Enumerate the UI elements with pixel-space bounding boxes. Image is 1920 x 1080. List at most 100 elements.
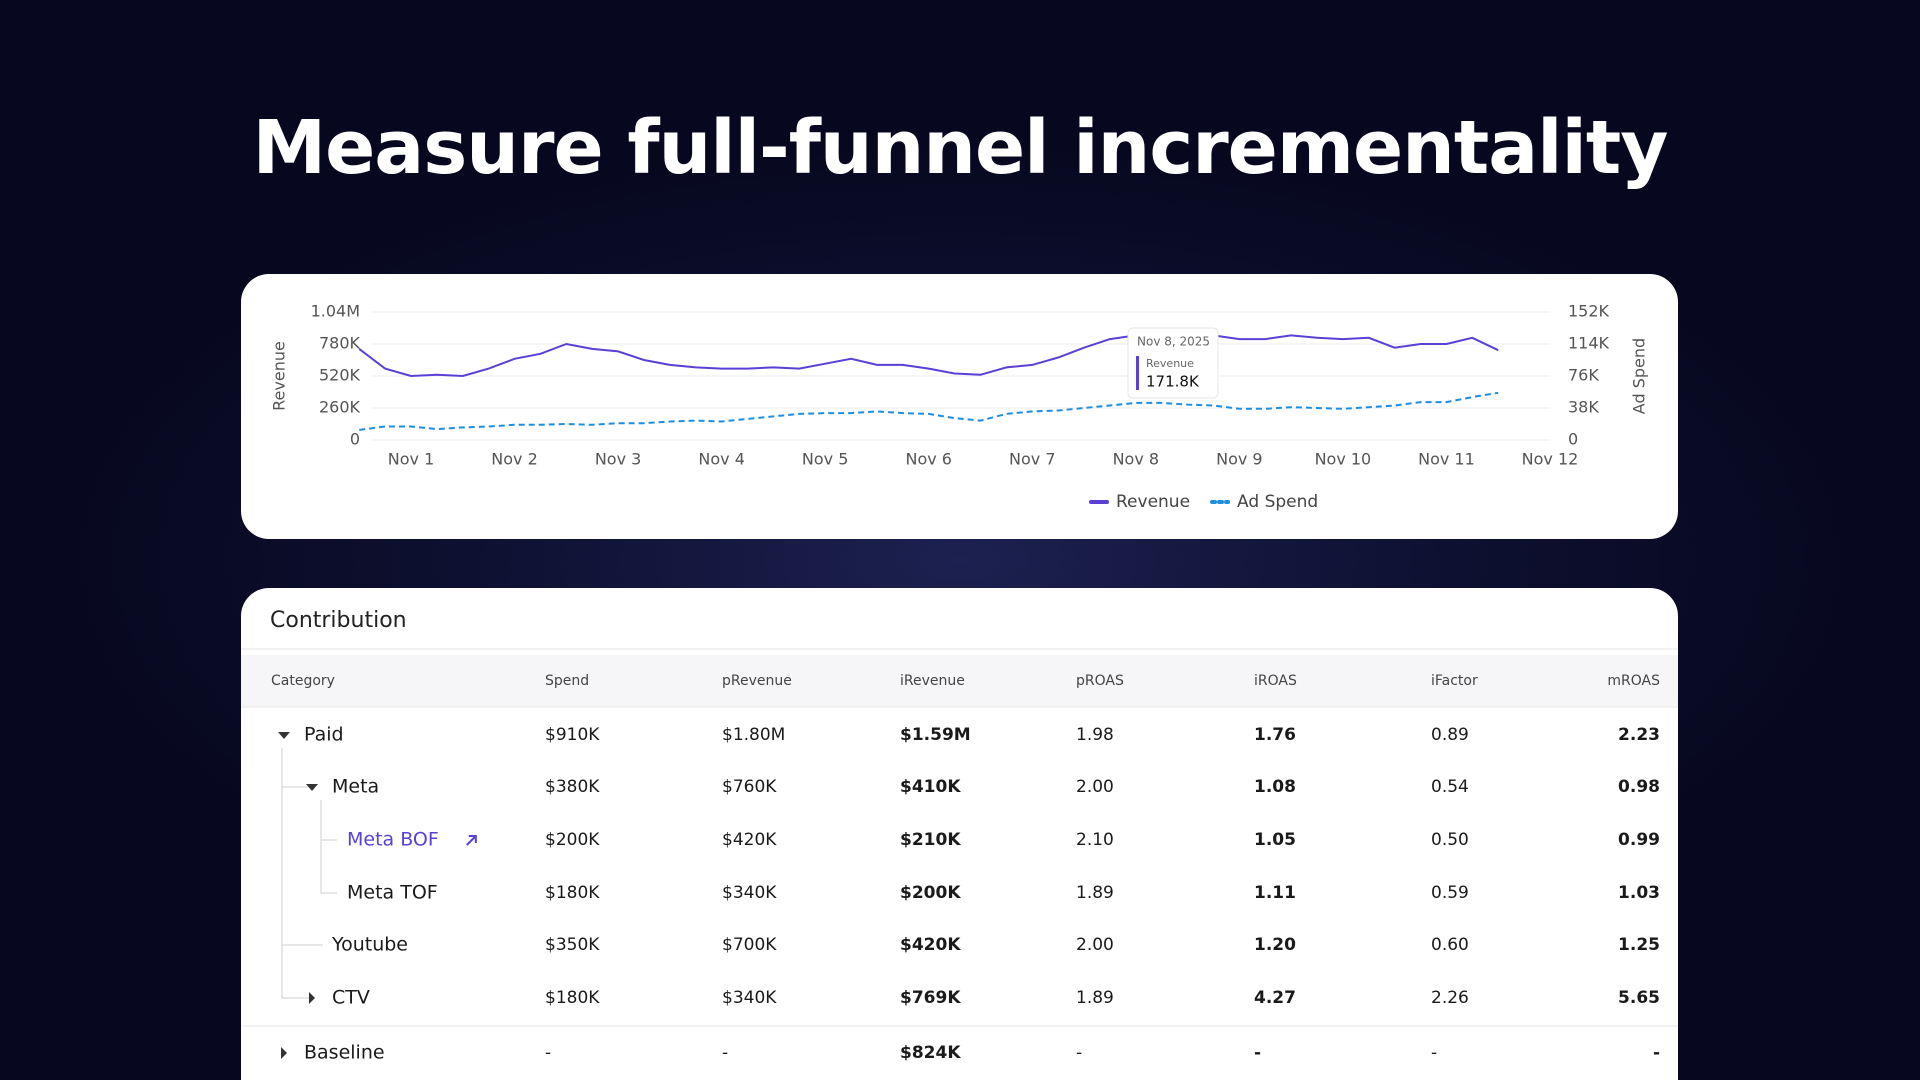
y2-axis-label: Ad Spend: [1630, 338, 1649, 414]
cell: 0.98: [1618, 777, 1660, 797]
cell: 0.54: [1431, 777, 1469, 797]
cell: 5.65: [1618, 988, 1660, 1008]
tooltip-title: Nov 8, 2025: [1137, 335, 1210, 349]
column-header: iRevenue: [900, 673, 965, 689]
cell: $200K: [545, 830, 600, 850]
column-header: Spend: [545, 673, 589, 689]
cell: 1.98: [1076, 725, 1114, 745]
cell: 4.27: [1254, 988, 1296, 1008]
table-card: Contribution Category Spend pRevenue iReven…: [241, 588, 1678, 1080]
row-label: Meta TOF: [347, 882, 438, 904]
y2-tick-label: 0: [1568, 430, 1578, 449]
x-tick-label: Nov 11: [1418, 450, 1475, 469]
expand-toggle[interactable]: [306, 784, 318, 791]
column-header: pRevenue: [722, 673, 792, 689]
expand-toggle[interactable]: [278, 732, 290, 739]
cell: 1.05: [1254, 830, 1296, 850]
chart-card: 0 260K 520K 780K 1.04M 0 38K 76K 114K 152K Revenue…: [241, 274, 1678, 539]
cell: 2.26: [1431, 988, 1469, 1008]
y2-tick-label: 114K: [1568, 334, 1610, 353]
cell: -: [1653, 1043, 1660, 1063]
row-label: Meta: [332, 776, 379, 798]
cell: $340K: [722, 883, 777, 903]
tooltip-series: Revenue: [1146, 357, 1194, 370]
series-line: [359, 391, 1499, 431]
legend-label: Revenue: [1116, 492, 1190, 512]
cell: 1.20: [1254, 935, 1296, 955]
y2-tick-label: 152K: [1568, 302, 1610, 321]
y-tick-label: 780K: [319, 334, 361, 353]
x-tick-label: Nov 7: [1009, 450, 1056, 469]
cell: 0.89: [1431, 725, 1469, 745]
cell: -: [1076, 1043, 1082, 1063]
column-header: mROAS: [1607, 673, 1660, 689]
y-tick-label: 0: [350, 430, 360, 449]
cell: -: [1431, 1043, 1437, 1063]
cell: 1.76: [1254, 725, 1296, 745]
legend-label: Ad Spend: [1237, 492, 1318, 512]
cell: -: [722, 1043, 728, 1063]
cell: $210K: [900, 830, 961, 850]
tree-line: [320, 800, 337, 894]
y-axis-label: Revenue: [270, 341, 289, 411]
cell: 2.10: [1076, 830, 1114, 850]
y-tick-label: 1.04M: [311, 302, 360, 321]
column-header: pROAS: [1076, 673, 1124, 689]
column-header: iROAS: [1254, 673, 1297, 689]
row-label: CTV: [332, 987, 370, 1009]
cell: 2.00: [1076, 935, 1114, 955]
x-tick-label: Nov 2: [491, 450, 537, 469]
expand-toggle[interactable]: [281, 1047, 287, 1059]
cell: $910K: [545, 725, 600, 745]
cell: $1.80M: [722, 725, 785, 745]
x-tick-label: Nov 6: [905, 450, 952, 469]
column-header: Category: [271, 673, 335, 689]
cell: $340K: [722, 988, 777, 1008]
x-tick-label: Nov 5: [802, 450, 849, 469]
cell: $380K: [545, 777, 600, 797]
link-icon: [466, 835, 477, 846]
cell: $420K: [900, 935, 961, 955]
cell: -: [545, 1043, 551, 1063]
cell: $700K: [722, 935, 777, 955]
cell: $824K: [900, 1043, 961, 1063]
x-tick-label: Nov 8: [1113, 450, 1160, 469]
row-label: Paid: [304, 724, 344, 746]
table-title: Contribution: [270, 608, 407, 633]
cell: 2.00: [1076, 777, 1114, 797]
cell: 1.89: [1076, 883, 1114, 903]
x-tick-label: Nov 12: [1522, 450, 1579, 469]
cell: $350K: [545, 935, 600, 955]
y2-tick-label: 76K: [1568, 366, 1599, 385]
cell: 1.08: [1254, 777, 1296, 797]
cell: 1.03: [1618, 883, 1660, 903]
row-label: Baseline: [304, 1042, 385, 1064]
column-header: iFactor: [1431, 673, 1478, 689]
cell: 2.23: [1618, 725, 1660, 745]
cell: 1.11: [1254, 883, 1296, 903]
cell: 1.89: [1076, 988, 1114, 1008]
cell: 1.25: [1618, 935, 1660, 955]
cell: 0.99: [1618, 830, 1660, 850]
cell: $180K: [545, 883, 600, 903]
y-tick-label: 260K: [319, 398, 361, 417]
tooltip-box: [1127, 327, 1219, 399]
expand-toggle[interactable]: [309, 992, 315, 1004]
cell: $410K: [900, 777, 961, 797]
header-band: [241, 655, 1678, 707]
table: Category Spend pRevenue iRevenue pROAS iROAS i…: [241, 648, 1678, 1064]
row-link[interactable]: Meta BOF: [347, 829, 439, 851]
series-line: [358, 333, 1499, 378]
cell: $769K: [900, 988, 961, 1008]
chart: 0 260K 520K 780K 1.04M 0 38K 76K 114K 152K Revenue…: [270, 302, 1649, 513]
x-tick-label: Nov 1: [388, 450, 435, 469]
cell: $180K: [545, 988, 600, 1008]
cell: 0.50: [1431, 830, 1469, 850]
x-tick-label: Nov 3: [595, 450, 642, 469]
row-label: Youtube: [331, 934, 408, 956]
cell: $1.59M: [900, 725, 971, 745]
x-tick-label: Nov 4: [698, 450, 745, 469]
cell: $200K: [900, 883, 961, 903]
y2-tick-label: 38K: [1568, 398, 1599, 417]
